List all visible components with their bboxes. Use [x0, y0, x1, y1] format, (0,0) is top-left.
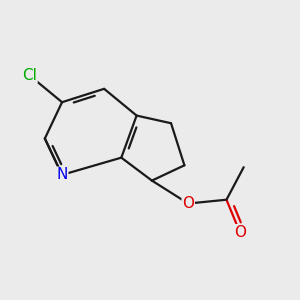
- Text: Cl: Cl: [22, 68, 37, 83]
- Text: O: O: [182, 196, 194, 211]
- Text: O: O: [234, 225, 246, 240]
- Text: N: N: [56, 167, 68, 182]
